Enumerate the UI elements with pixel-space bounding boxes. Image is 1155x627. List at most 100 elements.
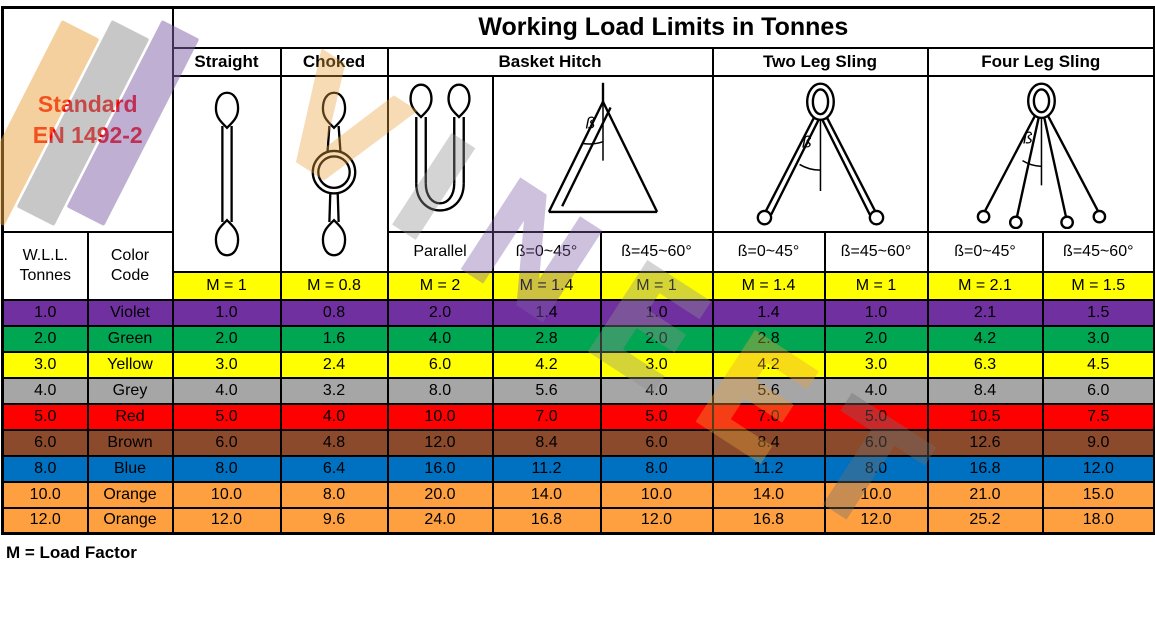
load-value: 3.0 — [823, 350, 929, 379]
load-value: 9.6 — [279, 506, 389, 535]
load-value: 4.2 — [711, 350, 826, 379]
basket-angle-icon: ß — [547, 82, 658, 213]
m-factor-basket-45-60: M = 1 — [599, 270, 714, 301]
wll-value: 12.0 — [1, 506, 89, 535]
load-value: 1.5 — [1041, 298, 1155, 327]
load-value: 10.0 — [599, 480, 714, 509]
load-value: 8.4 — [711, 428, 826, 457]
load-value: 12.0 — [599, 506, 714, 535]
load-value: 12.0 — [823, 506, 929, 535]
color-name: Orange — [86, 506, 174, 535]
header-rows: Standard EN 1492-2 Working Load Limits i… — [1, 6, 1155, 301]
load-value: 6.0 — [1041, 376, 1155, 405]
table-row: 4.0 Grey 4.0 3.2 8.0 5.6 4.0 5.6 4.0 8.4 6.0 — [1, 376, 1155, 405]
basket-parallel-illustration — [386, 74, 494, 233]
load-value: 1.4 — [711, 298, 826, 327]
two-leg-sling-icon: ß — [756, 82, 885, 225]
color-header-line2: Code — [110, 266, 150, 284]
load-value: 4.2 — [926, 324, 1044, 353]
load-value: 2.8 — [491, 324, 602, 353]
color-name: Yellow — [86, 350, 174, 379]
m-factor-fourleg-0-45: M = 2.1 — [926, 270, 1044, 301]
load-value: 4.0 — [386, 324, 494, 353]
sub-label-basket-45-60: ß=45~60° — [599, 230, 714, 273]
sub-label-fourleg-0-45: ß=0~45° — [926, 230, 1044, 273]
sub-label-basket-0-45: ß=0~45° — [491, 230, 602, 273]
color-name: Green — [86, 324, 174, 353]
group-choked: Choked — [279, 46, 389, 77]
basket-angle-illustration: ß — [491, 74, 714, 233]
load-factor-note: M = Load Factor — [6, 543, 137, 562]
choked-sling-icon — [311, 91, 357, 256]
load-value: 3.0 — [599, 350, 714, 379]
load-value: 2.4 — [279, 350, 389, 379]
load-value: 7.0 — [491, 402, 602, 431]
load-value: 14.0 — [711, 480, 826, 509]
load-value: 8.0 — [171, 454, 282, 483]
sub-label-fourleg-45-60: ß=45~60° — [1041, 230, 1155, 273]
color-name: Blue — [86, 454, 174, 483]
load-value: 12.0 — [171, 506, 282, 535]
table-row: 10.0 Orange 10.0 8.0 20.0 14.0 10.0 14.0 10.0 21.… — [1, 480, 1155, 509]
sub-label-twoleg-45-60: ß=45~60° — [823, 230, 929, 273]
color-name: Violet — [86, 298, 174, 327]
load-value: 6.0 — [171, 428, 282, 457]
load-value: 5.0 — [599, 402, 714, 431]
load-value: 11.2 — [491, 454, 602, 483]
choked-sling-illustration — [279, 74, 389, 273]
load-value: 3.0 — [171, 350, 282, 379]
m-factor-twoleg-45-60: M = 1 — [823, 270, 929, 301]
load-value: 20.0 — [386, 480, 494, 509]
group-basket-hitch: Basket Hitch — [386, 46, 714, 77]
load-value: 2.0 — [599, 324, 714, 353]
table-row: 2.0 Green 2.0 1.6 4.0 2.8 2.0 2.8 2.0 4.2 3.0 — [1, 324, 1155, 353]
load-value: 2.1 — [926, 298, 1044, 327]
load-value: 18.0 — [1041, 506, 1155, 535]
m-factor-fourleg-45-60: M = 1.5 — [1041, 270, 1155, 301]
load-value: 8.4 — [491, 428, 602, 457]
load-value: 8.0 — [599, 454, 714, 483]
table-row: 12.0 Orange 12.0 9.6 24.0 16.8 12.0 16.8 12.0 25.… — [1, 506, 1155, 535]
load-value: 4.5 — [1041, 350, 1155, 379]
svg-text:ß: ß — [801, 132, 811, 151]
load-value: 4.0 — [279, 402, 389, 431]
load-value: 4.8 — [279, 428, 389, 457]
wll-value: 8.0 — [1, 454, 89, 483]
load-value: 25.2 — [926, 506, 1044, 535]
load-value: 9.0 — [1041, 428, 1155, 457]
sub-label-twoleg-0-45: ß=0~45° — [711, 230, 826, 273]
load-value: 4.0 — [823, 376, 929, 405]
load-value: 7.0 — [711, 402, 826, 431]
wll-value: 10.0 — [1, 480, 89, 509]
wll-header-line2: Tonnes — [19, 266, 72, 284]
svg-text:ß: ß — [584, 113, 594, 132]
color-header-line1: Color — [110, 246, 150, 264]
load-value: 6.4 — [279, 454, 389, 483]
table-row: 8.0 Blue 8.0 6.4 16.0 11.2 8.0 11.2 8.0 16.8 12.0 — [1, 454, 1155, 483]
group-straight: Straight — [171, 46, 282, 77]
load-value: 10.0 — [386, 402, 494, 431]
load-value: 2.0 — [386, 298, 494, 327]
m-factor-choked: M = 0.8 — [279, 270, 389, 301]
load-value: 15.0 — [1041, 480, 1155, 509]
wll-value: 1.0 — [1, 298, 89, 327]
load-value: 5.0 — [171, 402, 282, 431]
m-factor-basket-0-45: M = 1.4 — [491, 270, 602, 301]
group-four-leg-sling: Four Leg Sling — [926, 46, 1155, 77]
color-name: Orange — [86, 480, 174, 509]
table-row: 1.0 Violet 1.0 0.8 2.0 1.4 1.0 1.4 1.0 2.1 1.5 — [1, 298, 1155, 327]
load-value: 16.0 — [386, 454, 494, 483]
color-name: Grey — [86, 376, 174, 405]
load-value: 2.0 — [171, 324, 282, 353]
load-value: 6.0 — [386, 350, 494, 379]
wll-value: 3.0 — [1, 350, 89, 379]
standard-label: Standard EN 1492-2 — [1, 6, 174, 233]
color-code-header: Color Code — [86, 230, 174, 301]
standard-line2: EN 1492-2 — [32, 121, 143, 148]
load-value: 10.0 — [171, 480, 282, 509]
load-value: 5.6 — [711, 376, 826, 405]
wll-value: 2.0 — [1, 324, 89, 353]
load-value: 3.0 — [1041, 324, 1155, 353]
load-value: 1.0 — [171, 298, 282, 327]
four-leg-sling-icon: ß — [976, 82, 1107, 229]
